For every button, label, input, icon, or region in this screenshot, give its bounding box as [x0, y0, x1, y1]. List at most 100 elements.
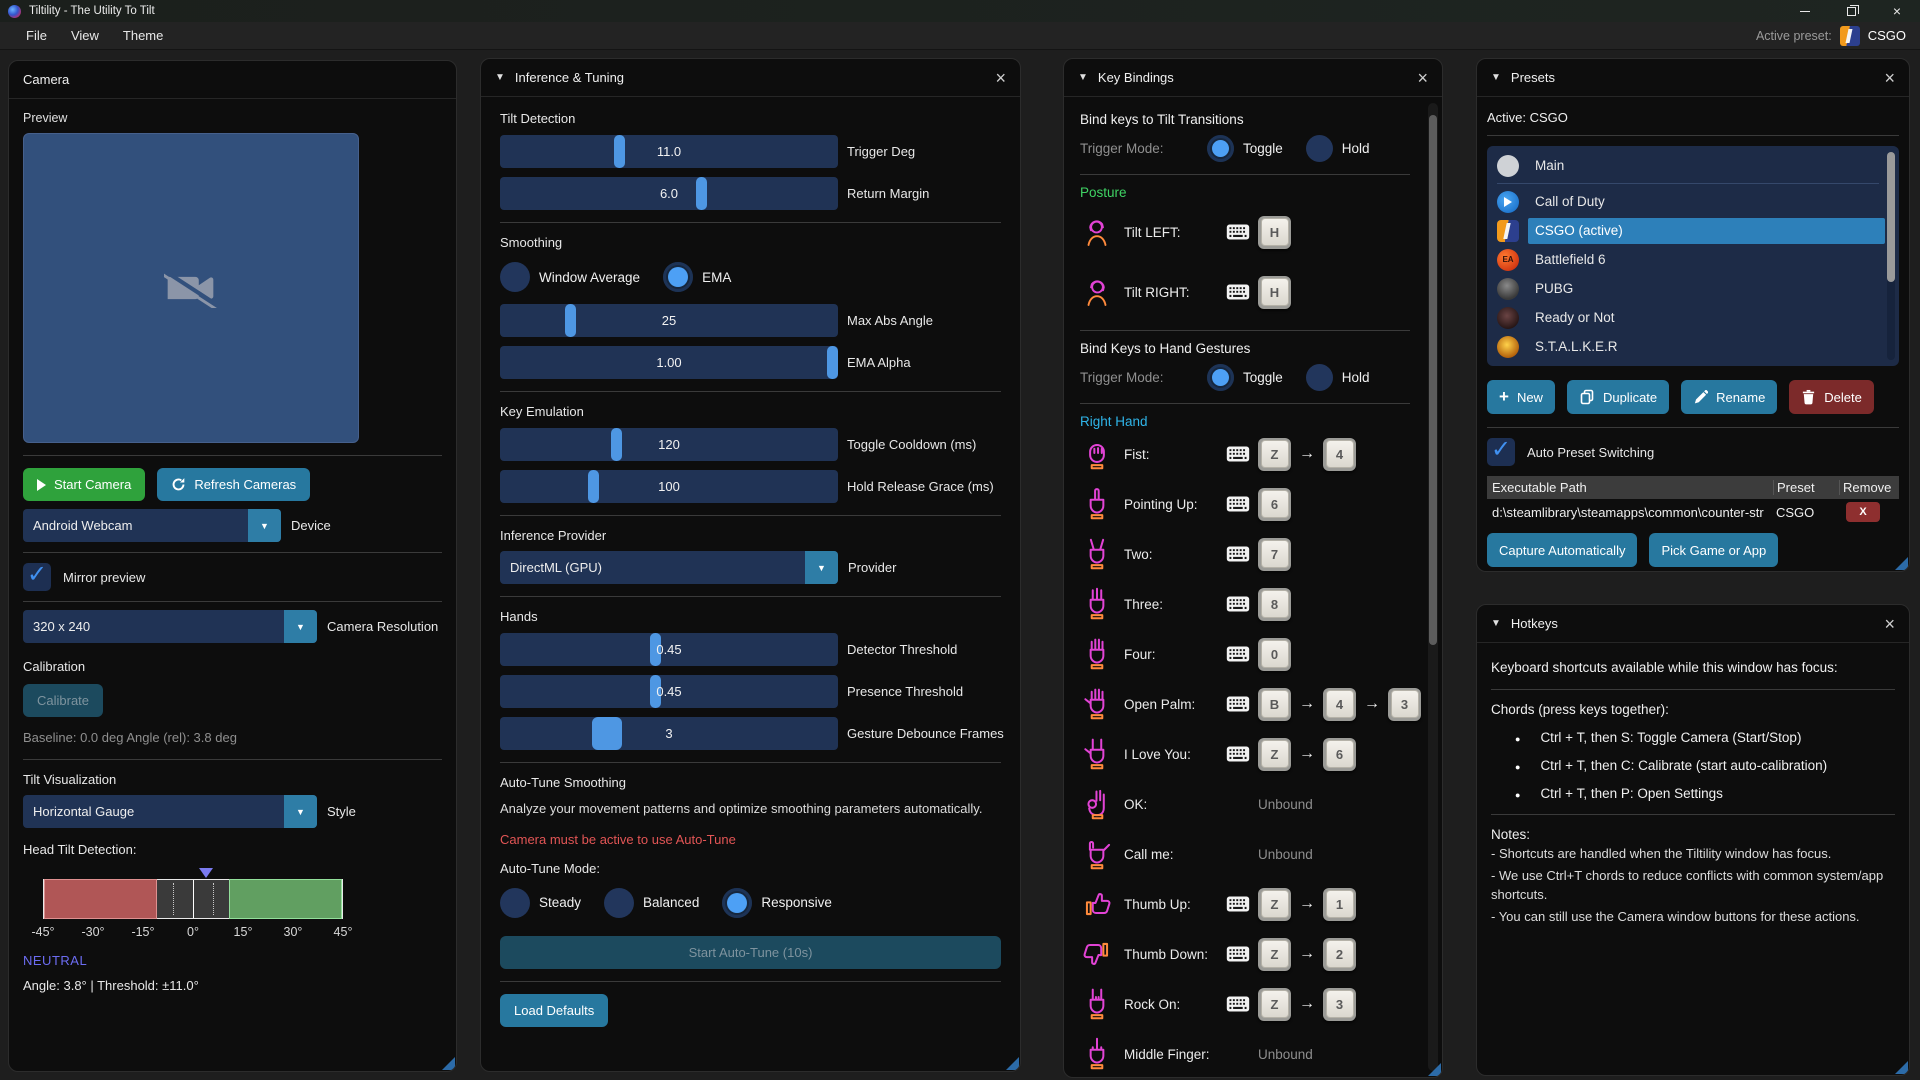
slider-handle[interactable]: [592, 717, 623, 750]
steady-radio[interactable]: [500, 887, 530, 918]
duplicate-preset-button[interactable]: Duplicate: [1566, 380, 1670, 414]
responsive-radio[interactable]: [722, 887, 753, 918]
toggle-radio[interactable]: [1207, 364, 1234, 391]
keycap-6[interactable]: 6: [1258, 487, 1291, 521]
keycap-Z[interactable]: Z: [1258, 437, 1291, 471]
slider-handle[interactable]: [614, 135, 626, 168]
keycap-4[interactable]: 4: [1323, 687, 1356, 721]
window-average-radio[interactable]: [500, 262, 530, 292]
load-defaults-button[interactable]: Load Defaults: [500, 993, 609, 1027]
refresh-cameras-button[interactable]: Refresh Cameras: [157, 468, 311, 501]
preset-row-stalker[interactable]: S.T.A.L.K.E.R: [1493, 332, 1885, 361]
slider-handle[interactable]: [588, 470, 600, 503]
resize-grip[interactable]: [1006, 1057, 1019, 1070]
preset-row-battlefield-6[interactable]: EA Battlefield 6: [1493, 245, 1885, 274]
balanced-radio[interactable]: [604, 887, 635, 918]
keyboard-icon[interactable]: [1226, 996, 1258, 1012]
keycap-7[interactable]: 7: [1258, 537, 1291, 571]
slider-handle[interactable]: [650, 675, 662, 708]
calibrate-button[interactable]: Calibrate: [23, 684, 104, 717]
keycap-3[interactable]: 3: [1388, 687, 1421, 721]
resize-grip[interactable]: [1895, 557, 1908, 570]
keycap-Z[interactable]: Z: [1258, 987, 1291, 1021]
maximize-button[interactable]: [1828, 0, 1874, 22]
ema-alpha-slider[interactable]: 1.00: [500, 346, 838, 379]
gauge-style-select[interactable]: Horizontal Gauge ▼: [23, 795, 317, 828]
return-margin-slider[interactable]: 6.0: [500, 177, 838, 210]
keycap-4[interactable]: 4: [1323, 437, 1356, 471]
keyboard-icon[interactable]: [1226, 896, 1258, 912]
resolution-select[interactable]: 320 x 240 ▼: [23, 610, 317, 643]
keycap-6[interactable]: 6: [1323, 737, 1356, 771]
collapse-icon[interactable]: ▼: [1078, 72, 1088, 83]
rename-preset-button[interactable]: Rename: [1681, 380, 1778, 414]
auto-preset-switching-checkbox[interactable]: ✓: [1487, 436, 1515, 466]
keyboard-icon[interactable]: [1226, 496, 1258, 512]
hold-release-grace-slider[interactable]: 100: [500, 470, 838, 503]
menu-view[interactable]: View: [70, 28, 99, 43]
menu-file[interactable]: File: [26, 28, 47, 43]
keycap-Z[interactable]: Z: [1258, 737, 1291, 771]
scrollbar[interactable]: [1887, 152, 1895, 360]
collapse-icon[interactable]: ▼: [1491, 72, 1501, 83]
pick-game-button[interactable]: Pick Game or App: [1649, 533, 1779, 567]
preset-row-pubg[interactable]: PUBG: [1493, 274, 1885, 303]
collapse-icon[interactable]: ▼: [1491, 618, 1501, 629]
trigger-deg-slider[interactable]: 11.0: [500, 135, 838, 168]
scrollbar-thumb[interactable]: [1429, 115, 1437, 645]
capture-automatically-button[interactable]: Capture Automatically: [1487, 533, 1638, 567]
presence-threshold-slider[interactable]: 0.45: [500, 675, 838, 708]
keycap-H[interactable]: H: [1258, 215, 1291, 249]
close-icon[interactable]: ×: [1884, 67, 1895, 88]
keyboard-icon[interactable]: [1226, 946, 1258, 962]
preset-row-call-of-duty[interactable]: Call of Duty: [1493, 187, 1885, 216]
keycap-H[interactable]: H: [1258, 275, 1291, 309]
keyboard-icon[interactable]: [1226, 746, 1258, 762]
scrollbar[interactable]: [1428, 103, 1438, 1071]
keyboard-icon[interactable]: [1226, 284, 1258, 300]
minimize-button[interactable]: [1782, 0, 1828, 22]
resize-grip[interactable]: [1428, 1063, 1441, 1076]
hold-radio[interactable]: [1305, 364, 1333, 391]
keyboard-icon[interactable]: [1226, 596, 1258, 612]
resize-grip[interactable]: [442, 1057, 455, 1070]
ema-radio[interactable]: [663, 262, 694, 292]
scrollbar-thumb[interactable]: [1887, 152, 1895, 282]
hold-radio[interactable]: [1305, 135, 1333, 162]
gesture-debounce-slider[interactable]: 3: [500, 717, 838, 750]
slider-handle[interactable]: [827, 346, 838, 379]
start-camera-button[interactable]: Start Camera: [23, 468, 146, 501]
keycap-Z[interactable]: Z: [1258, 887, 1291, 921]
slider-handle[interactable]: [650, 633, 662, 666]
keycap-Z[interactable]: Z: [1258, 937, 1291, 971]
slider-handle[interactable]: [611, 428, 623, 461]
remove-mapping-button[interactable]: X: [1846, 502, 1880, 522]
max-abs-angle-slider[interactable]: 25: [500, 304, 838, 337]
toggle-cooldown-slider[interactable]: 120: [500, 428, 838, 461]
close-icon[interactable]: ×: [1884, 613, 1895, 634]
provider-select[interactable]: DirectML (GPU) ▼: [500, 551, 838, 584]
keycap-2[interactable]: 2: [1323, 937, 1356, 971]
start-autotune-button[interactable]: Start Auto-Tune (10s): [500, 935, 1001, 969]
close-icon[interactable]: ×: [1417, 67, 1428, 88]
keycap-B[interactable]: B: [1258, 687, 1291, 721]
preset-row-ready-or-not[interactable]: Ready or Not: [1493, 303, 1885, 332]
preset-row-main[interactable]: Main: [1493, 151, 1885, 180]
slider-handle[interactable]: [696, 177, 708, 210]
menu-theme[interactable]: Theme: [122, 28, 164, 43]
slider-handle[interactable]: [565, 304, 577, 337]
close-icon[interactable]: ×: [995, 67, 1006, 88]
keyboard-icon[interactable]: [1226, 446, 1258, 462]
preset-row-csgo[interactable]: CSGO (active): [1493, 216, 1885, 245]
keyboard-icon[interactable]: [1226, 696, 1258, 712]
keyboard-icon[interactable]: [1226, 224, 1258, 240]
keycap-1[interactable]: 1: [1323, 887, 1356, 921]
keycap-0[interactable]: 0: [1258, 637, 1291, 671]
keycap-8[interactable]: 8: [1258, 587, 1291, 621]
toggle-radio[interactable]: [1207, 135, 1234, 162]
mirror-preview-checkbox[interactable]: ✓: [23, 561, 51, 591]
close-button[interactable]: ×: [1874, 0, 1920, 22]
resize-grip[interactable]: [1895, 1061, 1908, 1074]
new-preset-button[interactable]: + New: [1487, 380, 1555, 414]
keycap-3[interactable]: 3: [1323, 987, 1356, 1021]
